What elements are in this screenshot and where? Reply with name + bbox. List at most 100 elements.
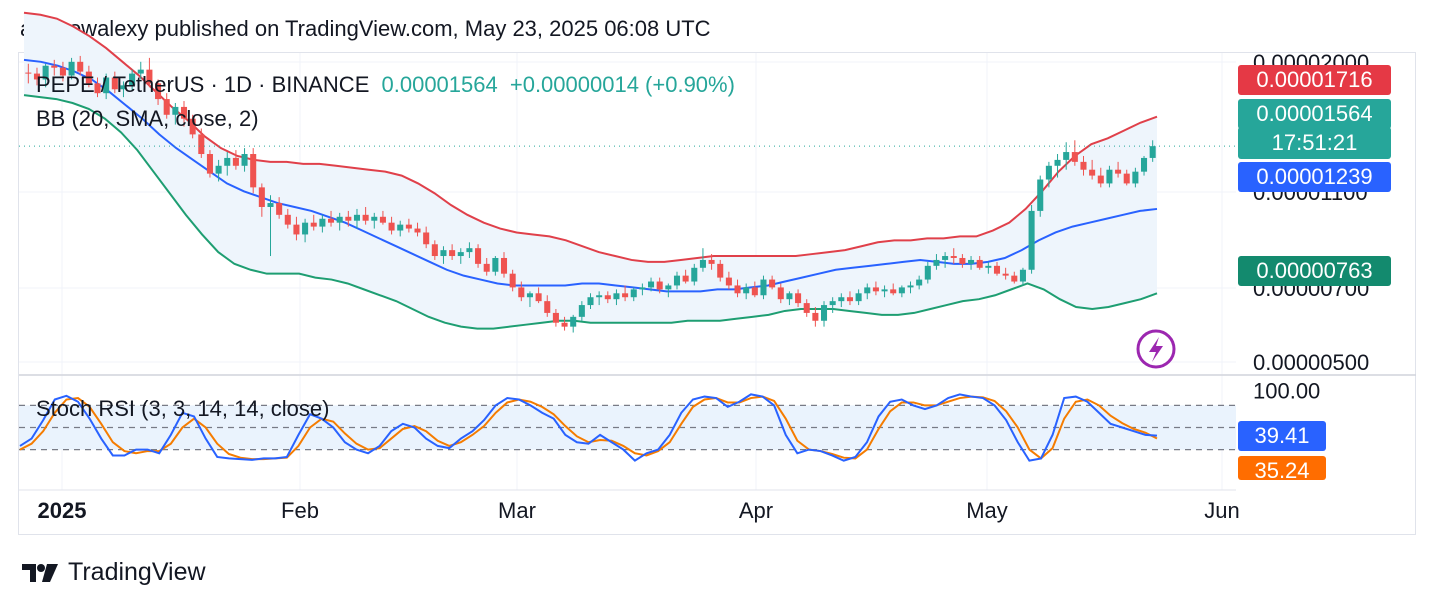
candle-body xyxy=(103,77,110,94)
candle-body xyxy=(388,222,395,231)
candle-body xyxy=(25,72,32,74)
candle-body xyxy=(743,287,750,294)
candle-body xyxy=(639,287,646,290)
candle-body xyxy=(777,287,784,300)
candle-body xyxy=(699,259,706,268)
candle-body xyxy=(526,293,533,298)
stoch-k-line xyxy=(19,393,1158,462)
tradingview-footer[interactable]: TradingView xyxy=(20,558,206,587)
lightning-icon xyxy=(1136,329,1176,369)
candle-body xyxy=(500,257,508,274)
candle-body xyxy=(250,154,257,188)
candle-body xyxy=(215,165,222,174)
candle-body xyxy=(1089,169,1096,176)
candle-body xyxy=(968,259,975,264)
candle-body xyxy=(241,154,248,166)
candle-body xyxy=(1080,161,1087,170)
price-change-label: +0.00000014 (+0.90%) xyxy=(509,72,735,97)
candle-body xyxy=(769,279,776,288)
bb-lower-line xyxy=(23,94,1158,330)
candle-body xyxy=(734,285,741,294)
candle-body xyxy=(328,218,335,223)
candle-body xyxy=(604,295,611,300)
candle-body xyxy=(449,250,456,257)
candle-body xyxy=(855,293,862,302)
candle-body xyxy=(362,214,369,221)
price-pane xyxy=(19,11,1236,369)
candle-body xyxy=(111,77,118,90)
candle-body xyxy=(1097,175,1104,184)
candle-body xyxy=(85,71,92,84)
basis-price-tag: 0.00001239 xyxy=(1238,162,1391,192)
candle-body xyxy=(1028,210,1035,270)
candle-body xyxy=(993,265,1001,274)
candle-body xyxy=(172,106,179,115)
candle-body xyxy=(630,289,637,298)
candle-body xyxy=(405,224,412,229)
candle-body xyxy=(51,65,58,68)
candle-body xyxy=(820,305,828,321)
tradingview-logo-icon xyxy=(22,563,58,582)
candle-body xyxy=(673,275,681,286)
candle-body xyxy=(336,216,343,223)
candle-body xyxy=(1002,273,1009,276)
x-tick-label: Feb xyxy=(281,498,319,523)
candle-body xyxy=(414,228,421,233)
candle-body xyxy=(345,216,352,221)
candle-body xyxy=(189,118,196,135)
candle-body xyxy=(838,297,845,302)
countdown-tag: 17:51:21 xyxy=(1238,127,1391,159)
candle-body xyxy=(648,281,655,288)
candle-body xyxy=(976,259,983,268)
candle-body xyxy=(535,293,542,302)
candle-body xyxy=(206,154,213,174)
candle-body xyxy=(786,293,793,300)
publisher-header: adebowalexy published on TradingView.com… xyxy=(20,16,711,41)
candle-body xyxy=(1063,152,1070,160)
candle-body xyxy=(665,285,672,290)
candle-body xyxy=(1115,169,1122,174)
candle-body xyxy=(224,157,231,166)
chart-frame xyxy=(18,52,1416,535)
candle-body xyxy=(890,289,897,294)
candle-body xyxy=(258,187,265,207)
candle-body xyxy=(578,305,585,317)
x-tick-label: 2025 xyxy=(38,498,87,523)
candle-body xyxy=(846,297,853,302)
candle-body xyxy=(423,232,430,245)
candle-body xyxy=(916,279,923,286)
candle-body xyxy=(94,83,101,94)
candle-body xyxy=(353,214,361,221)
symbol-label: PEPE / TetherUS · 1D · BINANCE xyxy=(36,72,370,97)
candle-body xyxy=(950,256,957,258)
candle-body xyxy=(760,279,767,296)
candle-body xyxy=(120,85,127,90)
candle-body xyxy=(803,303,810,313)
bb-legend: BB (20, SMA, close, 2) xyxy=(36,106,259,131)
candle-body xyxy=(276,203,283,215)
candle-body xyxy=(596,295,603,298)
candle-body xyxy=(457,252,464,257)
x-tick-label: Jun xyxy=(1204,498,1239,523)
candle-body xyxy=(613,293,620,300)
candle-body xyxy=(898,287,905,294)
candle-body xyxy=(198,134,205,155)
candle-body xyxy=(302,222,309,235)
candle-body xyxy=(1149,146,1156,158)
candle-body xyxy=(59,67,66,76)
candle-body xyxy=(379,216,386,223)
candle-body xyxy=(864,287,871,294)
candle-body xyxy=(570,316,577,327)
upper-band-price-tag: 0.00001716 xyxy=(1238,65,1391,95)
last-price-tag: 0.00001564 xyxy=(1238,99,1391,129)
candle-body xyxy=(518,287,525,298)
lightning-icon-bolt xyxy=(1149,337,1163,362)
candle-body xyxy=(33,73,41,80)
candle-body xyxy=(881,289,888,292)
candle-body xyxy=(933,259,940,266)
candle-body xyxy=(1011,275,1018,282)
candle-body xyxy=(812,312,819,321)
stoch-y-tick-label: 100.00 xyxy=(1253,379,1320,404)
stoch-k-tag: 39.41 xyxy=(1238,421,1326,451)
